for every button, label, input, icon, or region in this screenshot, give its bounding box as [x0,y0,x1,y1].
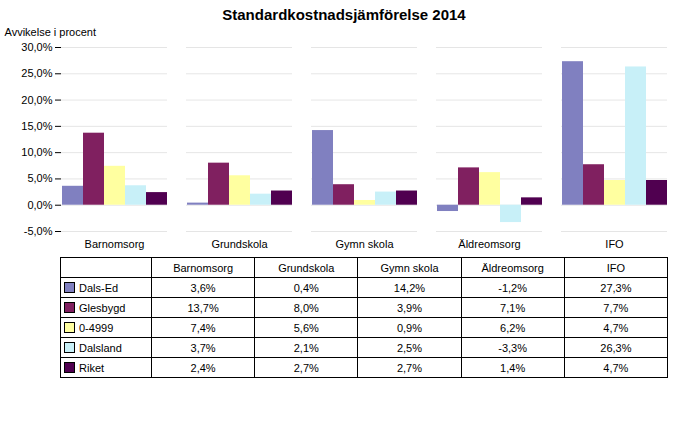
html-text:Barnomsorg: Barnomsorg [173,261,233,274]
html-text:1,4%: 1,4% [500,361,526,374]
html-text:2,7%: 2,7% [396,361,422,374]
svg-text:5,0%: 5,0% [27,172,52,184]
html-text:Grundskola: Grundskola [278,261,335,274]
html-text:5,6%: 5,6% [293,321,319,334]
html-text:2,7%: 2,7% [293,361,319,374]
html-text:0,9%: 0,9% [396,321,422,334]
svg-text:25,0%: 25,0% [21,67,52,79]
html-text:Gymn skola: Gymn skola [380,261,439,274]
html-text:14,2%: 14,2% [393,281,426,294]
svg-text:Gymn skola: Gymn skola [335,238,394,250]
svg-text:IFO: IFO [605,238,624,250]
html-text:Glesbygd: Glesbygd [79,301,126,314]
svg-text:20,0%: 20,0% [21,94,52,106]
html-text:-1,2%: -1,2% [498,281,527,294]
html-text:7,4%: 7,4% [190,321,216,334]
svg-text:Barnomsorg: Barnomsorg [85,238,145,250]
html-text:2,1%: 2,1% [293,341,319,354]
svg-text:15,0%: 15,0% [21,120,52,132]
html-text:Dalsland: Dalsland [79,341,122,354]
html-text:8,0%: 8,0% [293,301,319,314]
html-text:Standardkostnadsjämförelse 201: Standardkostnadsjämförelse 2014 [222,6,466,23]
svg-text:0,0%: 0,0% [27,199,52,211]
html-text:2,5%: 2,5% [396,341,422,354]
html-text:Riket: Riket [79,361,105,374]
html-text:Äldreomsorg: Äldreomsorg [481,261,544,274]
html-text:4,7%: 4,7% [603,321,629,334]
svg-text:-5,0%: -5,0% [24,225,53,237]
html-text:3,6%: 3,6% [190,281,216,294]
html-text:3,7%: 3,7% [190,341,216,354]
svg-text:Grundskola: Grundskola [211,238,268,250]
html-text:2,4%: 2,4% [190,361,216,374]
html-text:6,2%: 6,2% [500,321,526,334]
html-text:3,9%: 3,9% [396,301,422,314]
html-text:IFO: IFO [606,261,625,274]
html-text:Dals-Ed: Dals-Ed [79,281,119,294]
svg-text:Äldreomsorg: Äldreomsorg [458,238,520,250]
html-text:-3,3%: -3,3% [498,341,527,354]
html-text:0-4999: 0-4999 [79,321,114,334]
html-text:7,1%: 7,1% [500,301,526,314]
html-text:27,3%: 27,3% [600,281,632,294]
html-text:13,7%: 13,7% [187,301,219,314]
svg-text:Avvikelse i procent: Avvikelse i procent [5,26,97,38]
html-text:0,4%: 0,4% [293,281,319,294]
svg-text:10,0%: 10,0% [21,146,52,158]
html-text:7,7%: 7,7% [603,301,629,314]
svg-text:30,0%: 30,0% [21,41,52,53]
html-text:26,3%: 26,3% [600,341,632,354]
html-text:4,7%: 4,7% [603,361,629,374]
